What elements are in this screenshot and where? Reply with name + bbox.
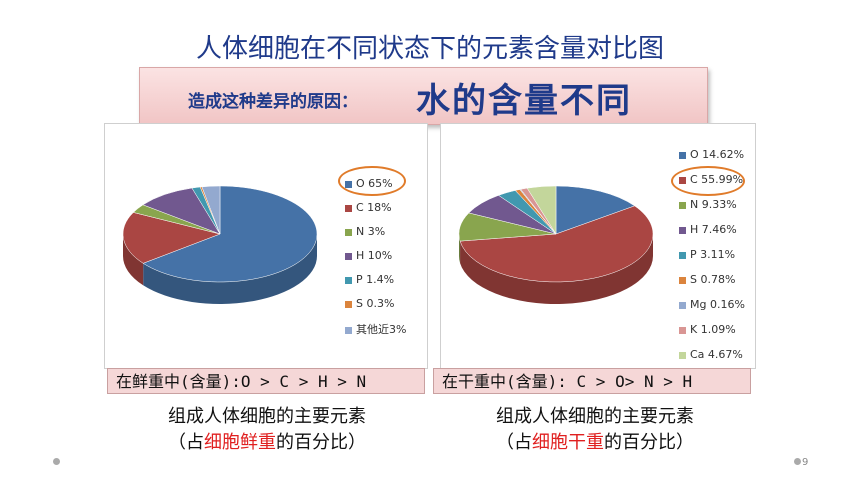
legend-swatch [679, 326, 686, 334]
legend-item-dry-Ca: Ca 4.67% [679, 348, 743, 361]
legend-swatch [345, 228, 352, 236]
legend-item-fresh-P: P 1.4% [345, 273, 394, 286]
legend-item-dry-P: P 3.11% [679, 248, 735, 261]
legend-label: P 3.11% [690, 248, 736, 261]
legend-item-dry-K: K 1.09% [679, 323, 736, 336]
highlight-oval-right [671, 166, 745, 196]
pie-slice-fresh-O [142, 185, 318, 283]
legend-item-dry-Mg: Mg 0.16% [679, 298, 745, 311]
fresh-caption-pre: （占 [168, 432, 204, 453]
reason-banner: 造成这种差异的原因： 水的含量不同 [139, 67, 708, 125]
reason-label: 造成这种差异的原因： [188, 92, 358, 112]
pie-slice-dry-C [459, 205, 654, 283]
legend-item-fresh-C: C 18% [345, 201, 392, 214]
fresh-caption: 组成人体细胞的主要元素 （占细胞鲜重的百分比） [102, 402, 432, 454]
legend-swatch [679, 301, 686, 309]
legend-swatch [345, 276, 352, 284]
pie-slice-dry-Ca [526, 185, 557, 235]
legend-swatch [679, 351, 686, 359]
pie-slice-dry-O [555, 185, 636, 235]
legend-swatch [679, 201, 686, 209]
fresh-caption-line2: （占细胞鲜重的百分比） [102, 428, 432, 454]
dry-caption-emphasis: 细胞干重 [532, 432, 604, 453]
dry-caption-line1: 组成人体细胞的主要元素 [496, 406, 694, 427]
legend-item-fresh-S: S 0.3% [345, 297, 394, 310]
legend-item-dry-H: H 7.46% [679, 223, 737, 236]
slide-title: 人体细胞在不同状态下的元素含量对比图 [195, 34, 664, 64]
legend-label: Ca 4.67% [690, 348, 743, 361]
dry-weight-legend: O 14.62% C 55.99% N 9.33% H 7.46% P 3.11% S 0… [679, 148, 755, 368]
fresh-weight-order: 在鲜重中(含量):O > C > H > N [107, 368, 425, 394]
legend-item-dry-S: S 0.78% [679, 273, 735, 286]
legend-item-dry-O: O 14.62% [679, 148, 744, 161]
legend-swatch [345, 252, 352, 260]
fresh-caption-emphasis: 细胞鲜重 [204, 432, 276, 453]
legend-swatch [679, 251, 686, 259]
legend-item-fresh-其他近: 其他近3% [345, 321, 406, 337]
legend-label: O 14.62% [690, 148, 745, 161]
legend-swatch [679, 276, 686, 284]
slide-dot-left [53, 458, 60, 465]
fresh-weight-legend: O 65% C 18% N 3% H 10% P 1.4% S 0.3% 其他近3% [345, 177, 425, 357]
reason-answer: 水的含量不同 [416, 81, 632, 121]
dry-caption-post: 的百分比） [604, 432, 694, 453]
pie-slice-fresh-C [122, 212, 221, 264]
fresh-caption-post: 的百分比） [276, 432, 366, 453]
legend-label: N 9.33% [690, 198, 737, 211]
fresh-weight-chart-panel: O 65% C 18% N 3% H 10% P 1.4% S 0.3% 其他近3% [104, 123, 428, 369]
dry-caption-line2: （占细胞干重的百分比） [430, 428, 760, 454]
legend-label: H 7.46% [690, 223, 737, 236]
legend-swatch [345, 326, 352, 334]
dry-caption: 组成人体细胞的主要元素 （占细胞干重的百分比） [430, 402, 760, 454]
dry-caption-pre: （占 [496, 432, 532, 453]
legend-item-fresh-H: H 10% [345, 249, 392, 262]
legend-label: S 0.3% [356, 297, 395, 310]
pie-side-fresh-O [143, 234, 317, 304]
legend-item-fresh-N: N 3% [345, 225, 385, 238]
highlight-oval-left [338, 166, 406, 196]
legend-swatch [345, 204, 352, 212]
pie-slice-fresh-其他近 [201, 185, 221, 235]
legend-swatch [345, 300, 352, 308]
legend-label: N 3% [356, 225, 386, 238]
legend-label: Mg 0.16% [690, 298, 745, 311]
slide-dot-right [794, 458, 801, 465]
legend-item-dry-N: N 9.33% [679, 198, 737, 211]
legend-label: S 0.78% [690, 273, 736, 286]
legend-label: C 18% [356, 201, 392, 214]
fresh-weight-pie [122, 185, 318, 304]
legend-swatch [679, 226, 686, 234]
dry-weight-pie [458, 185, 654, 304]
slide-number: 9 [802, 457, 809, 468]
dry-weight-order: 在干重中(含量): C > O> N > H [433, 368, 751, 394]
legend-label: 其他近3% [356, 323, 407, 336]
pie-side-dry-N [459, 234, 461, 264]
legend-label: H 10% [356, 249, 393, 262]
legend-swatch [679, 151, 686, 159]
legend-label: K 1.09% [690, 323, 736, 336]
pie-side-dry-C [460, 234, 653, 304]
pie-side-fresh-C [123, 234, 144, 286]
legend-label: P 1.4% [356, 273, 395, 286]
dry-weight-chart-panel: O 14.62% C 55.99% N 9.33% H 7.46% P 3.11% S 0… [440, 123, 756, 369]
fresh-caption-line1: 组成人体细胞的主要元素 [168, 406, 366, 427]
